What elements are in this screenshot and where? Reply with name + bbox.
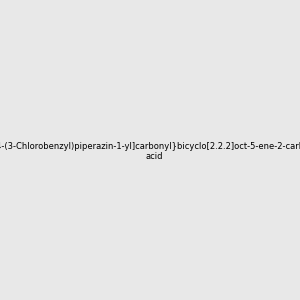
Text: 3-{[4-(3-Chlorobenzyl)piperazin-1-yl]carbonyl}bicyclo[2.2.2]oct-5-ene-2-carboxyl: 3-{[4-(3-Chlorobenzyl)piperazin-1-yl]car… (0, 142, 300, 161)
